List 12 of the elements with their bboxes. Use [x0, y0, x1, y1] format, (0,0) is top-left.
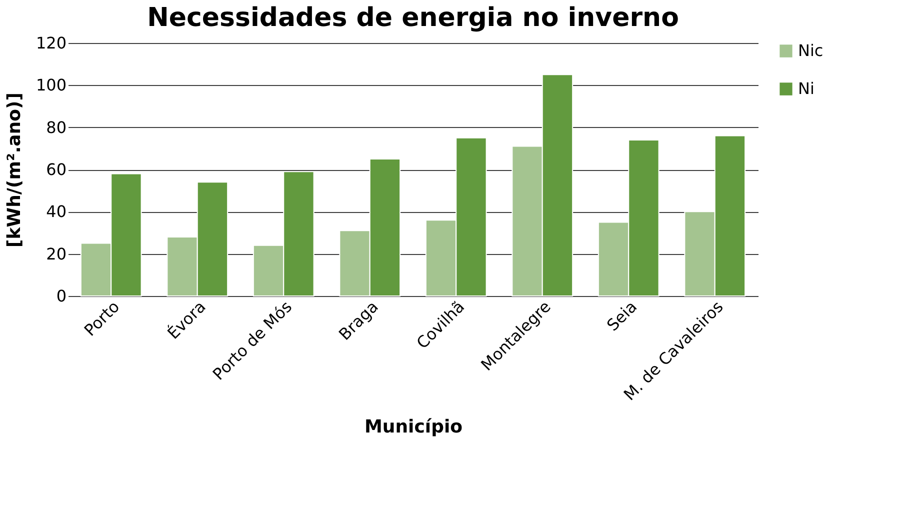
legend-label: Nic	[798, 41, 824, 60]
y-tick-label: 40	[46, 202, 66, 222]
y-tick-label: 0	[56, 286, 66, 306]
y-tick-label: 80	[46, 118, 66, 137]
x-axis-title: Município	[364, 416, 462, 438]
y-tick-label: 60	[46, 160, 66, 179]
y-tick-label: 120	[36, 34, 66, 52]
y-tick-label: 20	[46, 244, 66, 264]
chart-title: Necessidades de energia no inverno	[147, 3, 679, 33]
legend-label: Ni	[798, 79, 814, 98]
y-axis-title: [kWh/(m².ano)]	[4, 92, 25, 248]
y-tick-label: 100	[36, 76, 66, 95]
